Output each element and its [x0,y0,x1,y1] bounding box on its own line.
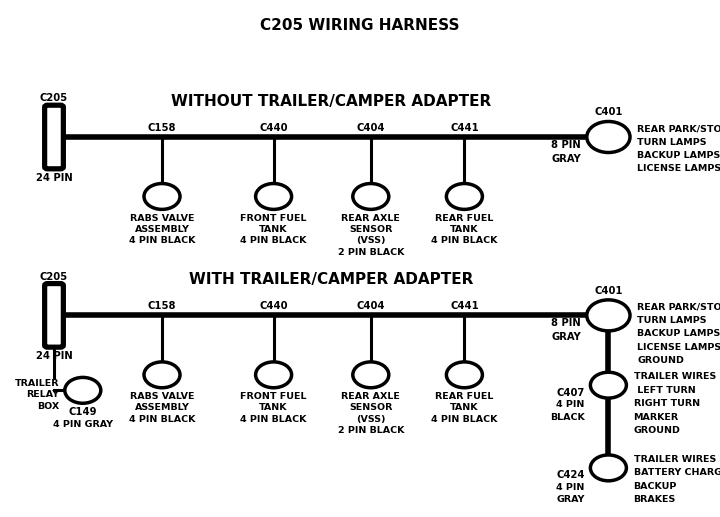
Text: BLACK: BLACK [550,413,585,421]
Text: 24 PIN: 24 PIN [35,173,73,183]
Text: 4 PIN BLACK: 4 PIN BLACK [129,415,195,423]
Text: ASSEMBLY: ASSEMBLY [135,225,189,234]
Text: C205: C205 [40,93,68,103]
Text: 8 PIN: 8 PIN [552,140,581,149]
Text: LEFT TURN: LEFT TURN [634,386,696,394]
Text: 2 PIN BLACK: 2 PIN BLACK [338,426,404,435]
Text: C424: C424 [556,470,585,480]
Circle shape [144,362,180,388]
Circle shape [590,372,626,398]
Text: 24 PIN: 24 PIN [35,352,73,361]
Text: FRONT FUEL: FRONT FUEL [240,392,307,401]
Text: C407: C407 [557,388,585,398]
Text: BATTERY CHARGE: BATTERY CHARGE [634,468,720,477]
Text: (VSS): (VSS) [356,236,385,245]
Text: RIGHT TURN: RIGHT TURN [634,399,700,408]
Text: REAR FUEL: REAR FUEL [435,214,494,222]
Text: GRAY: GRAY [552,332,581,342]
Text: REAR FUEL: REAR FUEL [435,392,494,401]
Text: TANK: TANK [259,225,288,234]
Text: WITHOUT TRAILER/CAMPER ADAPTER: WITHOUT TRAILER/CAMPER ADAPTER [171,94,491,109]
Text: 4 PIN BLACK: 4 PIN BLACK [240,415,307,423]
Circle shape [587,300,630,331]
Text: BACKUP: BACKUP [634,482,677,491]
Text: 4 PIN BLACK: 4 PIN BLACK [431,415,498,423]
Circle shape [446,362,482,388]
Text: 4 PIN: 4 PIN [557,483,585,492]
Text: C205 WIRING HARNESS: C205 WIRING HARNESS [260,18,460,33]
Text: BACKUP LAMPS: BACKUP LAMPS [637,329,720,338]
Text: C404: C404 [356,123,385,133]
Text: 4 PIN BLACK: 4 PIN BLACK [129,236,195,245]
Text: 2 PIN BLACK: 2 PIN BLACK [338,248,404,256]
Text: 4 PIN BLACK: 4 PIN BLACK [431,236,498,245]
Circle shape [590,455,626,481]
Text: BRAKES: BRAKES [634,495,676,504]
Circle shape [256,184,292,209]
Text: C441: C441 [450,301,479,311]
FancyBboxPatch shape [45,283,63,347]
Text: TURN LAMPS: TURN LAMPS [637,316,707,325]
Text: ASSEMBLY: ASSEMBLY [135,403,189,412]
Text: SENSOR: SENSOR [349,403,392,412]
Text: GROUND: GROUND [637,356,684,365]
Text: RABS VALVE: RABS VALVE [130,214,194,222]
Text: GRAY: GRAY [552,154,581,164]
Text: 4 PIN GRAY: 4 PIN GRAY [53,420,113,429]
Text: TANK: TANK [450,225,479,234]
Text: BACKUP LAMPS: BACKUP LAMPS [637,151,720,160]
Text: RELAY: RELAY [26,390,59,399]
Text: 4 PIN BLACK: 4 PIN BLACK [240,236,307,245]
Text: GRAY: GRAY [557,495,585,504]
Text: TANK: TANK [450,403,479,412]
Text: REAR AXLE: REAR AXLE [341,392,400,401]
Text: REAR PARK/STOP: REAR PARK/STOP [637,302,720,311]
Circle shape [144,184,180,209]
Text: LICENSE LAMPS: LICENSE LAMPS [637,164,720,173]
Text: TANK: TANK [259,403,288,412]
Text: TRAILER: TRAILER [14,379,59,388]
Text: FRONT FUEL: FRONT FUEL [240,214,307,222]
Text: REAR PARK/STOP: REAR PARK/STOP [637,124,720,133]
Text: C158: C158 [148,123,176,133]
Text: C440: C440 [259,301,288,311]
Text: (VSS): (VSS) [356,415,385,423]
Text: C158: C158 [148,301,176,311]
FancyBboxPatch shape [45,105,63,169]
Text: C441: C441 [450,123,479,133]
Text: GROUND: GROUND [634,426,680,435]
Text: SENSOR: SENSOR [349,225,392,234]
Circle shape [587,121,630,153]
Text: TRAILER WIRES: TRAILER WIRES [634,372,716,381]
Text: RABS VALVE: RABS VALVE [130,392,194,401]
Circle shape [353,362,389,388]
Text: C404: C404 [356,301,385,311]
Text: REAR AXLE: REAR AXLE [341,214,400,222]
Text: WITH TRAILER/CAMPER ADAPTER: WITH TRAILER/CAMPER ADAPTER [189,272,473,287]
Circle shape [446,184,482,209]
Circle shape [353,184,389,209]
Text: 4 PIN: 4 PIN [557,400,585,409]
Text: TURN LAMPS: TURN LAMPS [637,138,707,146]
Text: MARKER: MARKER [634,413,679,421]
Text: C401: C401 [594,286,623,296]
Circle shape [65,377,101,403]
Text: 8 PIN: 8 PIN [552,318,581,328]
Text: C401: C401 [594,108,623,117]
Circle shape [256,362,292,388]
Text: BOX: BOX [37,402,59,410]
Text: C205: C205 [40,271,68,281]
Text: LICENSE LAMPS: LICENSE LAMPS [637,343,720,352]
Text: TRAILER WIRES: TRAILER WIRES [634,455,716,464]
Text: C440: C440 [259,123,288,133]
Text: C149: C149 [68,407,97,417]
